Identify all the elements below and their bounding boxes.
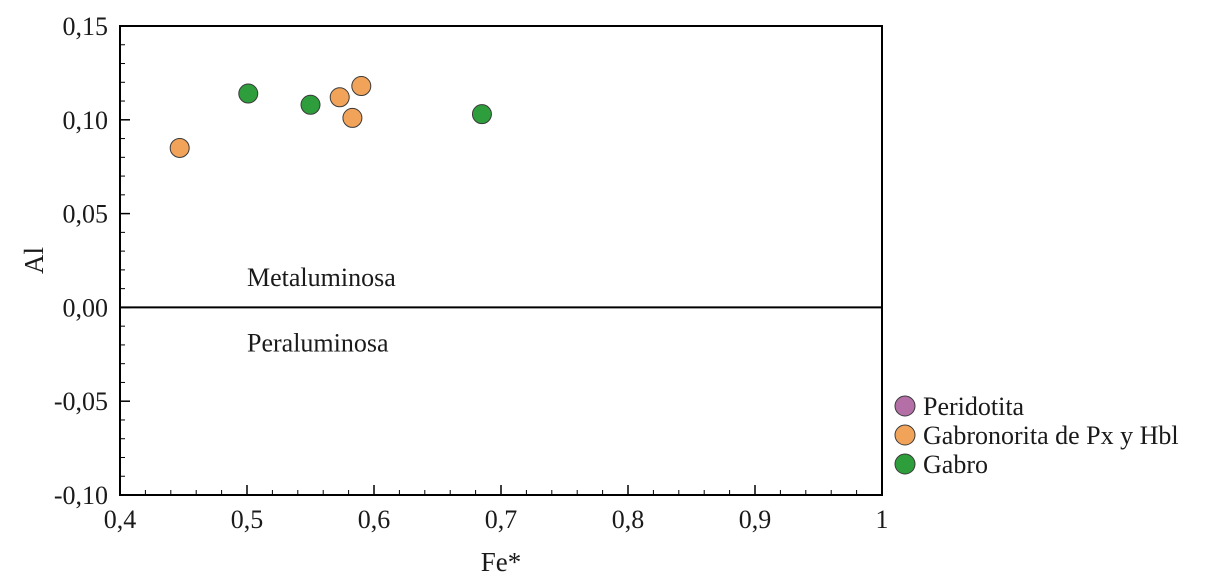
- legend-label: Gabronorita de Px y Hbl: [923, 421, 1179, 450]
- x-tick-label: 0,4: [104, 505, 137, 534]
- x-axis-ticks: [119, 485, 883, 495]
- legend-label: Peridotita: [923, 392, 1025, 421]
- plot-frame: [119, 25, 883, 496]
- x-tick-label: 0,9: [739, 505, 772, 534]
- y-axis-tick-labels: -0,10 -0,05 0,00 0,05 0,10 0,15: [54, 12, 108, 510]
- y-axis-title: Al: [19, 247, 49, 274]
- scatter-point: [300, 94, 321, 115]
- scatter-point: [342, 107, 363, 128]
- legend-marker: [894, 424, 916, 446]
- x-tick-label: 0,8: [612, 505, 645, 534]
- legend-label: Gabro: [923, 450, 988, 479]
- data-points: [169, 76, 492, 158]
- legend-marker: [894, 395, 916, 417]
- y-tick-label: -0,05: [54, 387, 108, 416]
- scatter-point: [169, 137, 190, 158]
- scatter-point: [471, 104, 492, 125]
- scatter-point: [329, 87, 350, 108]
- y-tick-label: 0,00: [63, 293, 109, 322]
- x-tick-label: 1: [876, 505, 889, 534]
- y-tick-label: 0,10: [63, 106, 109, 135]
- x-tick-label: 0,5: [231, 505, 264, 534]
- plot-area: [119, 25, 883, 496]
- y-tick-label: 0,05: [63, 200, 109, 229]
- x-tick-label: 0,6: [358, 505, 391, 534]
- annotation-peraluminosa: Peraluminosa: [247, 329, 389, 358]
- scatter-point: [351, 76, 372, 97]
- y-axis-ticks: [120, 25, 130, 496]
- x-axis-tick-labels: 0,4 0,5 0,6 0,7 0,8 0,9 1: [104, 505, 889, 534]
- scatter-point: [238, 83, 259, 104]
- annotation-metaluminosa: Metaluminosa: [247, 263, 396, 292]
- x-axis-title: Fe*: [481, 547, 522, 577]
- legend-marker: [894, 453, 916, 475]
- y-tick-label: 0,15: [63, 12, 109, 41]
- x-tick-label: 0,7: [485, 505, 518, 534]
- y-tick-label: -0,10: [54, 481, 108, 510]
